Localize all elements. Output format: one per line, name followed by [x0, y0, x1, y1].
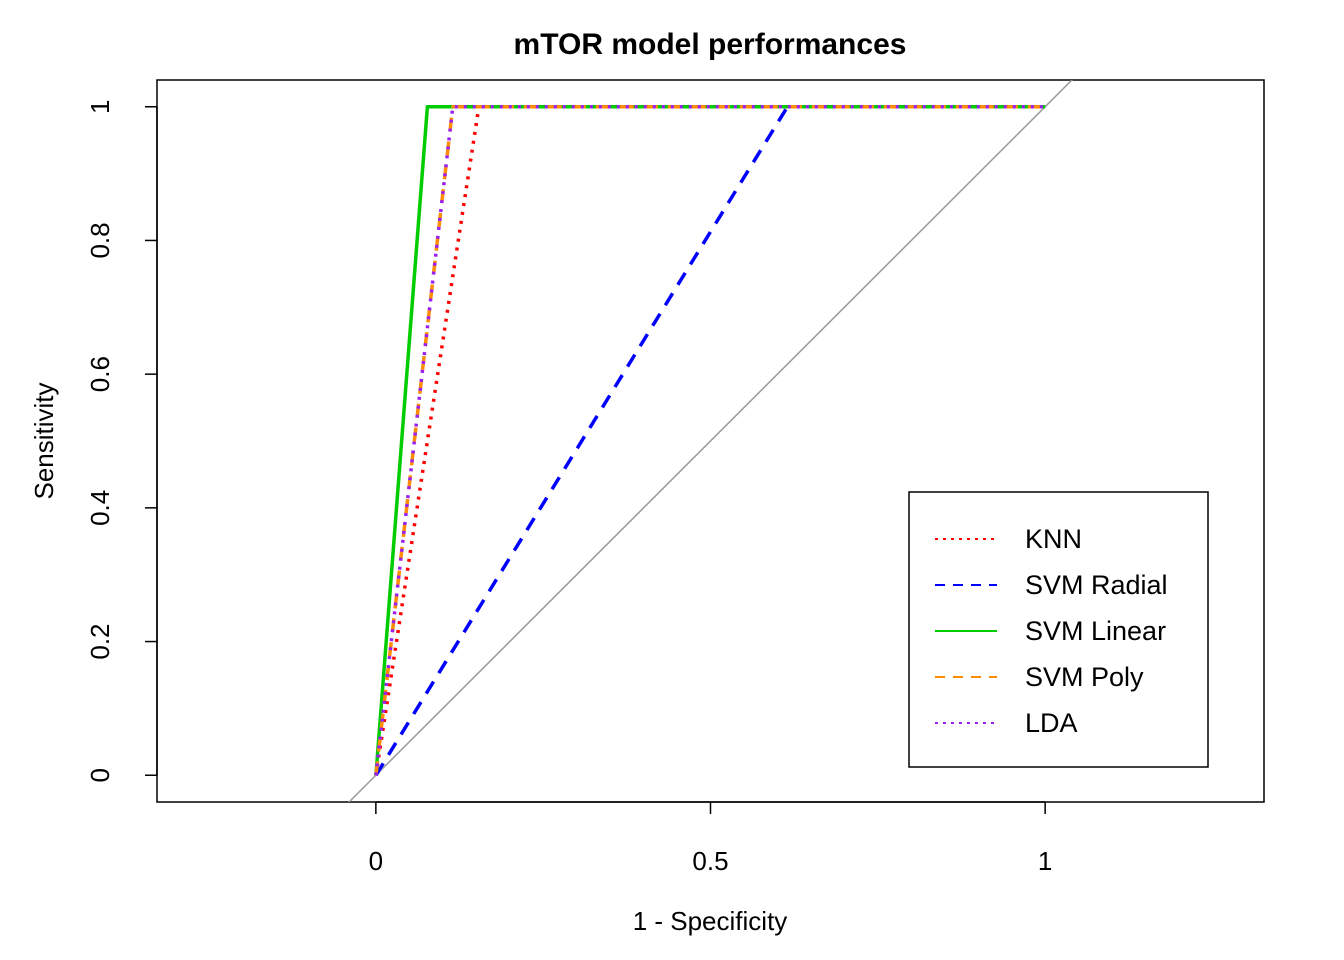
- y-axis: 0 0.2 0.4 0.6 0.8 1: [85, 100, 158, 782]
- reference-line: [348, 80, 1073, 802]
- series-line-3: [374, 104, 1046, 776]
- x-tick-label: 1: [1038, 846, 1052, 876]
- reference-diagonal: [348, 80, 1073, 802]
- y-tick-label: 1: [85, 100, 115, 114]
- legend-label-0: KNN: [1025, 524, 1082, 554]
- legend: KNN SVM Radial SVM Linear SVM Poly LDA: [908, 491, 1209, 768]
- x-tick-label: 0: [369, 846, 383, 876]
- y-tick-label: 0.6: [85, 356, 115, 392]
- legend-label-4: LDA: [1025, 708, 1078, 738]
- chart-title: mTOR model performances: [514, 28, 907, 61]
- y-tick-label: 0.8: [85, 222, 115, 258]
- x-tick-label: 0.5: [692, 846, 728, 876]
- series-layer: [374, 104, 1046, 777]
- x-axis: 0 0.5 1: [369, 801, 1052, 876]
- y-tick-label: 0.4: [85, 490, 115, 526]
- legend-label-3: SVM Poly: [1025, 662, 1144, 692]
- x-axis-label: 1 - Specificity: [633, 906, 788, 936]
- legend-box: [908, 491, 1209, 768]
- legend-label-1: SVM Radial: [1025, 570, 1168, 600]
- legend-label-2: SVM Linear: [1025, 616, 1166, 646]
- y-tick-label: 0.2: [85, 623, 115, 659]
- y-tick-label: 0: [85, 768, 115, 782]
- y-axis-label: Sensitivity: [29, 382, 59, 499]
